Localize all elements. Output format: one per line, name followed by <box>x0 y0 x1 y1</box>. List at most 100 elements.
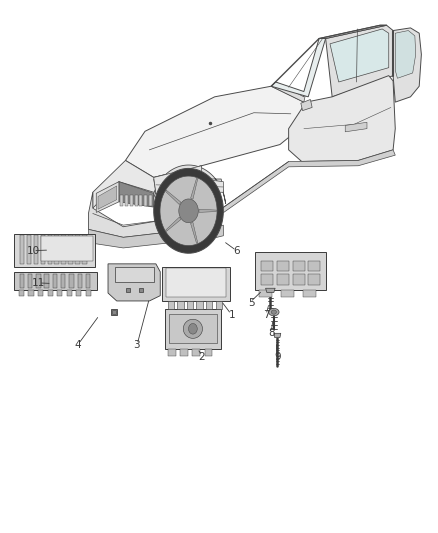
Polygon shape <box>86 290 91 296</box>
Polygon shape <box>68 235 73 264</box>
Polygon shape <box>139 195 142 206</box>
Polygon shape <box>36 274 41 288</box>
Polygon shape <box>215 150 395 219</box>
Polygon shape <box>199 209 216 212</box>
Polygon shape <box>88 225 223 248</box>
Text: 7: 7 <box>264 310 270 320</box>
Polygon shape <box>274 333 281 337</box>
Polygon shape <box>168 349 176 356</box>
Polygon shape <box>319 25 387 38</box>
Polygon shape <box>261 261 273 271</box>
Polygon shape <box>166 217 181 231</box>
Polygon shape <box>289 76 395 161</box>
Text: 8: 8 <box>268 328 275 338</box>
Polygon shape <box>330 29 389 82</box>
Polygon shape <box>169 314 217 343</box>
Polygon shape <box>61 235 66 264</box>
Polygon shape <box>395 30 416 78</box>
Polygon shape <box>265 288 275 293</box>
Polygon shape <box>14 272 97 290</box>
Polygon shape <box>271 82 306 102</box>
Polygon shape <box>160 176 217 246</box>
Polygon shape <box>47 235 52 264</box>
Polygon shape <box>205 349 212 356</box>
Polygon shape <box>154 166 223 193</box>
Polygon shape <box>293 261 305 271</box>
Text: 1: 1 <box>229 310 235 320</box>
Polygon shape <box>215 301 222 309</box>
Polygon shape <box>27 235 32 264</box>
Polygon shape <box>38 290 43 296</box>
Polygon shape <box>206 301 212 309</box>
Polygon shape <box>41 235 46 264</box>
Polygon shape <box>14 233 95 266</box>
Polygon shape <box>47 290 53 296</box>
Polygon shape <box>325 25 393 97</box>
Polygon shape <box>19 290 24 296</box>
Polygon shape <box>254 252 326 290</box>
Polygon shape <box>28 290 34 296</box>
Polygon shape <box>303 290 316 297</box>
Polygon shape <box>57 290 62 296</box>
Text: 10: 10 <box>27 246 40 256</box>
Polygon shape <box>134 195 138 206</box>
Polygon shape <box>61 274 65 288</box>
Polygon shape <box>191 222 198 244</box>
Text: 6: 6 <box>233 246 240 256</box>
Polygon shape <box>166 190 181 205</box>
Polygon shape <box>115 266 154 282</box>
Polygon shape <box>261 274 273 285</box>
Polygon shape <box>108 264 160 301</box>
Polygon shape <box>179 199 198 223</box>
Polygon shape <box>45 274 49 288</box>
Text: 3: 3 <box>133 340 140 350</box>
Polygon shape <box>192 349 200 356</box>
Polygon shape <box>78 274 82 288</box>
Polygon shape <box>268 309 279 316</box>
Polygon shape <box>41 236 93 261</box>
Polygon shape <box>82 235 87 264</box>
Polygon shape <box>28 274 32 288</box>
Polygon shape <box>53 274 57 288</box>
Text: 11: 11 <box>32 278 45 288</box>
Polygon shape <box>271 38 325 97</box>
Polygon shape <box>184 319 202 338</box>
Polygon shape <box>86 274 90 288</box>
Text: 4: 4 <box>74 340 81 350</box>
Polygon shape <box>166 268 226 297</box>
Polygon shape <box>149 195 152 206</box>
Polygon shape <box>75 235 80 264</box>
Text: 2: 2 <box>198 352 205 361</box>
Polygon shape <box>345 122 367 132</box>
Polygon shape <box>20 274 24 288</box>
Polygon shape <box>34 235 39 264</box>
Polygon shape <box>196 301 203 309</box>
Polygon shape <box>125 195 128 206</box>
Polygon shape <box>93 160 201 208</box>
Polygon shape <box>308 261 321 271</box>
Polygon shape <box>152 165 226 204</box>
Text: 9: 9 <box>275 352 281 361</box>
Polygon shape <box>271 310 276 314</box>
Polygon shape <box>54 235 59 264</box>
Polygon shape <box>76 290 81 296</box>
Polygon shape <box>162 266 230 301</box>
Polygon shape <box>165 309 221 349</box>
Polygon shape <box>98 186 117 209</box>
Polygon shape <box>168 301 174 309</box>
Polygon shape <box>96 182 119 213</box>
Polygon shape <box>281 290 294 297</box>
Polygon shape <box>180 349 188 356</box>
Polygon shape <box>177 301 184 309</box>
Polygon shape <box>144 195 147 206</box>
Polygon shape <box>187 301 193 309</box>
Polygon shape <box>69 274 74 288</box>
Polygon shape <box>67 290 72 296</box>
Polygon shape <box>277 261 289 271</box>
Polygon shape <box>188 324 197 334</box>
Polygon shape <box>154 168 223 253</box>
Polygon shape <box>301 100 312 111</box>
Polygon shape <box>393 28 421 102</box>
Polygon shape <box>308 274 321 285</box>
Polygon shape <box>20 235 25 264</box>
